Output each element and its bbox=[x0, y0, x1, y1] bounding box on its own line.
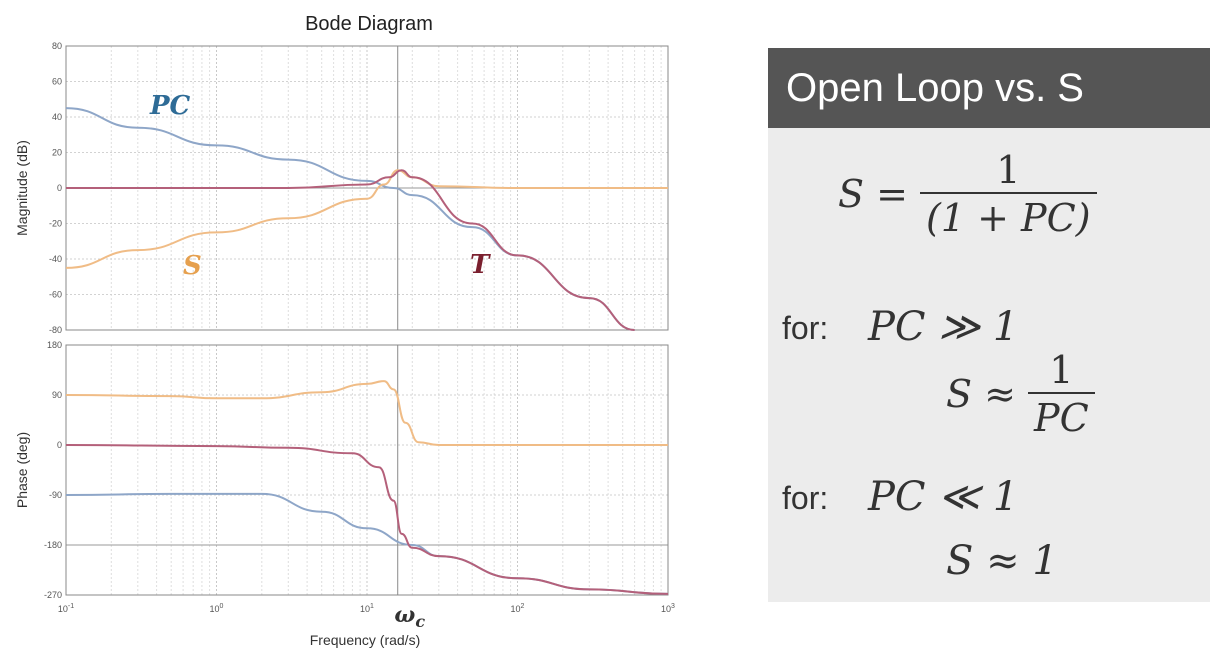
y-tick-label: -270 bbox=[44, 590, 62, 600]
eq1-fraction: 1 (1 + PC) bbox=[920, 148, 1097, 240]
eq1-numerator: 1 bbox=[996, 148, 1021, 192]
y-tick-label: -90 bbox=[49, 490, 62, 500]
equation-s-approx: S ≈ 1 PC bbox=[946, 348, 1095, 440]
for-label-2: for: bbox=[782, 480, 829, 516]
x-axis-label: Frequency (rad/s) bbox=[310, 632, 420, 648]
series-line-t-phase bbox=[65, 444, 669, 595]
y-tick-label: 90 bbox=[52, 390, 62, 400]
eq2-lhs: S ≈ bbox=[946, 372, 1016, 416]
y-tick-label: 20 bbox=[52, 148, 62, 158]
t-series-label: T bbox=[470, 250, 491, 280]
equation-s-one: S ≈ 1 bbox=[946, 538, 1058, 584]
condition-1: PC ≫ 1 bbox=[868, 304, 1019, 350]
for-label-1: for: bbox=[782, 310, 829, 346]
y-tick-label: 80 bbox=[52, 41, 62, 51]
y-tick-label: -80 bbox=[49, 325, 62, 335]
x-tick-label: 102 bbox=[511, 603, 525, 614]
s-series-label: S bbox=[183, 251, 202, 281]
panel-title: Open Loop vs. S bbox=[768, 48, 1210, 128]
equation-s: S = 1 (1 + PC) bbox=[838, 148, 1097, 240]
y-axis-label-phase: Phase (deg) bbox=[14, 432, 30, 508]
eq1-lhs: S = bbox=[838, 172, 908, 216]
phase-plot: 180 90 0 -90 -180 -270 bbox=[44, 340, 669, 600]
formula-panel: Open Loop vs. S S = 1 (1 + PC) for: PC ≫… bbox=[768, 48, 1210, 602]
x-tick-label: 103 bbox=[661, 603, 675, 614]
condition-2: PC ≪ 1 bbox=[868, 474, 1019, 520]
pc-series-label: PC bbox=[149, 91, 191, 121]
y-tick-label: -180 bbox=[44, 540, 62, 550]
x-tick-label: 10-1 bbox=[58, 603, 74, 614]
x-tick-label: 101 bbox=[360, 603, 374, 614]
chart-title: Bode Diagram bbox=[305, 13, 433, 35]
eq1-denominator: (1 + PC) bbox=[920, 192, 1097, 240]
series-line-t-magnitude bbox=[66, 169, 635, 331]
plot-frame bbox=[65, 344, 669, 596]
eq2-fraction: 1 PC bbox=[1028, 348, 1095, 440]
eq2-numerator: 1 bbox=[1049, 348, 1074, 392]
bode-diagram: Bode Diagram 80 60 40 20 0 -20 -40 -60 -80 Magnitu… bbox=[14, 13, 675, 648]
series-line-s-phase bbox=[65, 380, 668, 447]
y-tick-label: -60 bbox=[49, 290, 62, 300]
x-tick-label: 100 bbox=[210, 603, 224, 614]
magnitude-plot: 80 60 40 20 0 -20 -40 -60 -80 bbox=[49, 41, 669, 335]
y-axis-label-magnitude: Magnitude (dB) bbox=[14, 140, 30, 236]
y-tick-label: -40 bbox=[49, 254, 62, 264]
y-tick-label: 180 bbox=[47, 340, 62, 350]
y-tick-label: 60 bbox=[52, 77, 62, 87]
y-tick-label: 0 bbox=[57, 183, 62, 193]
y-tick-label: -20 bbox=[49, 219, 62, 229]
eq2-denominator: PC bbox=[1028, 392, 1095, 440]
series-line-s-magnitude bbox=[65, 169, 668, 269]
y-tick-label: 40 bbox=[52, 112, 62, 122]
bode-svg: Bode Diagram 80 60 40 20 0 -20 -40 -60 -80 Magnitu… bbox=[14, 13, 675, 648]
y-tick-label: 0 bbox=[57, 440, 62, 450]
omega-c-label: ωc bbox=[394, 602, 425, 631]
